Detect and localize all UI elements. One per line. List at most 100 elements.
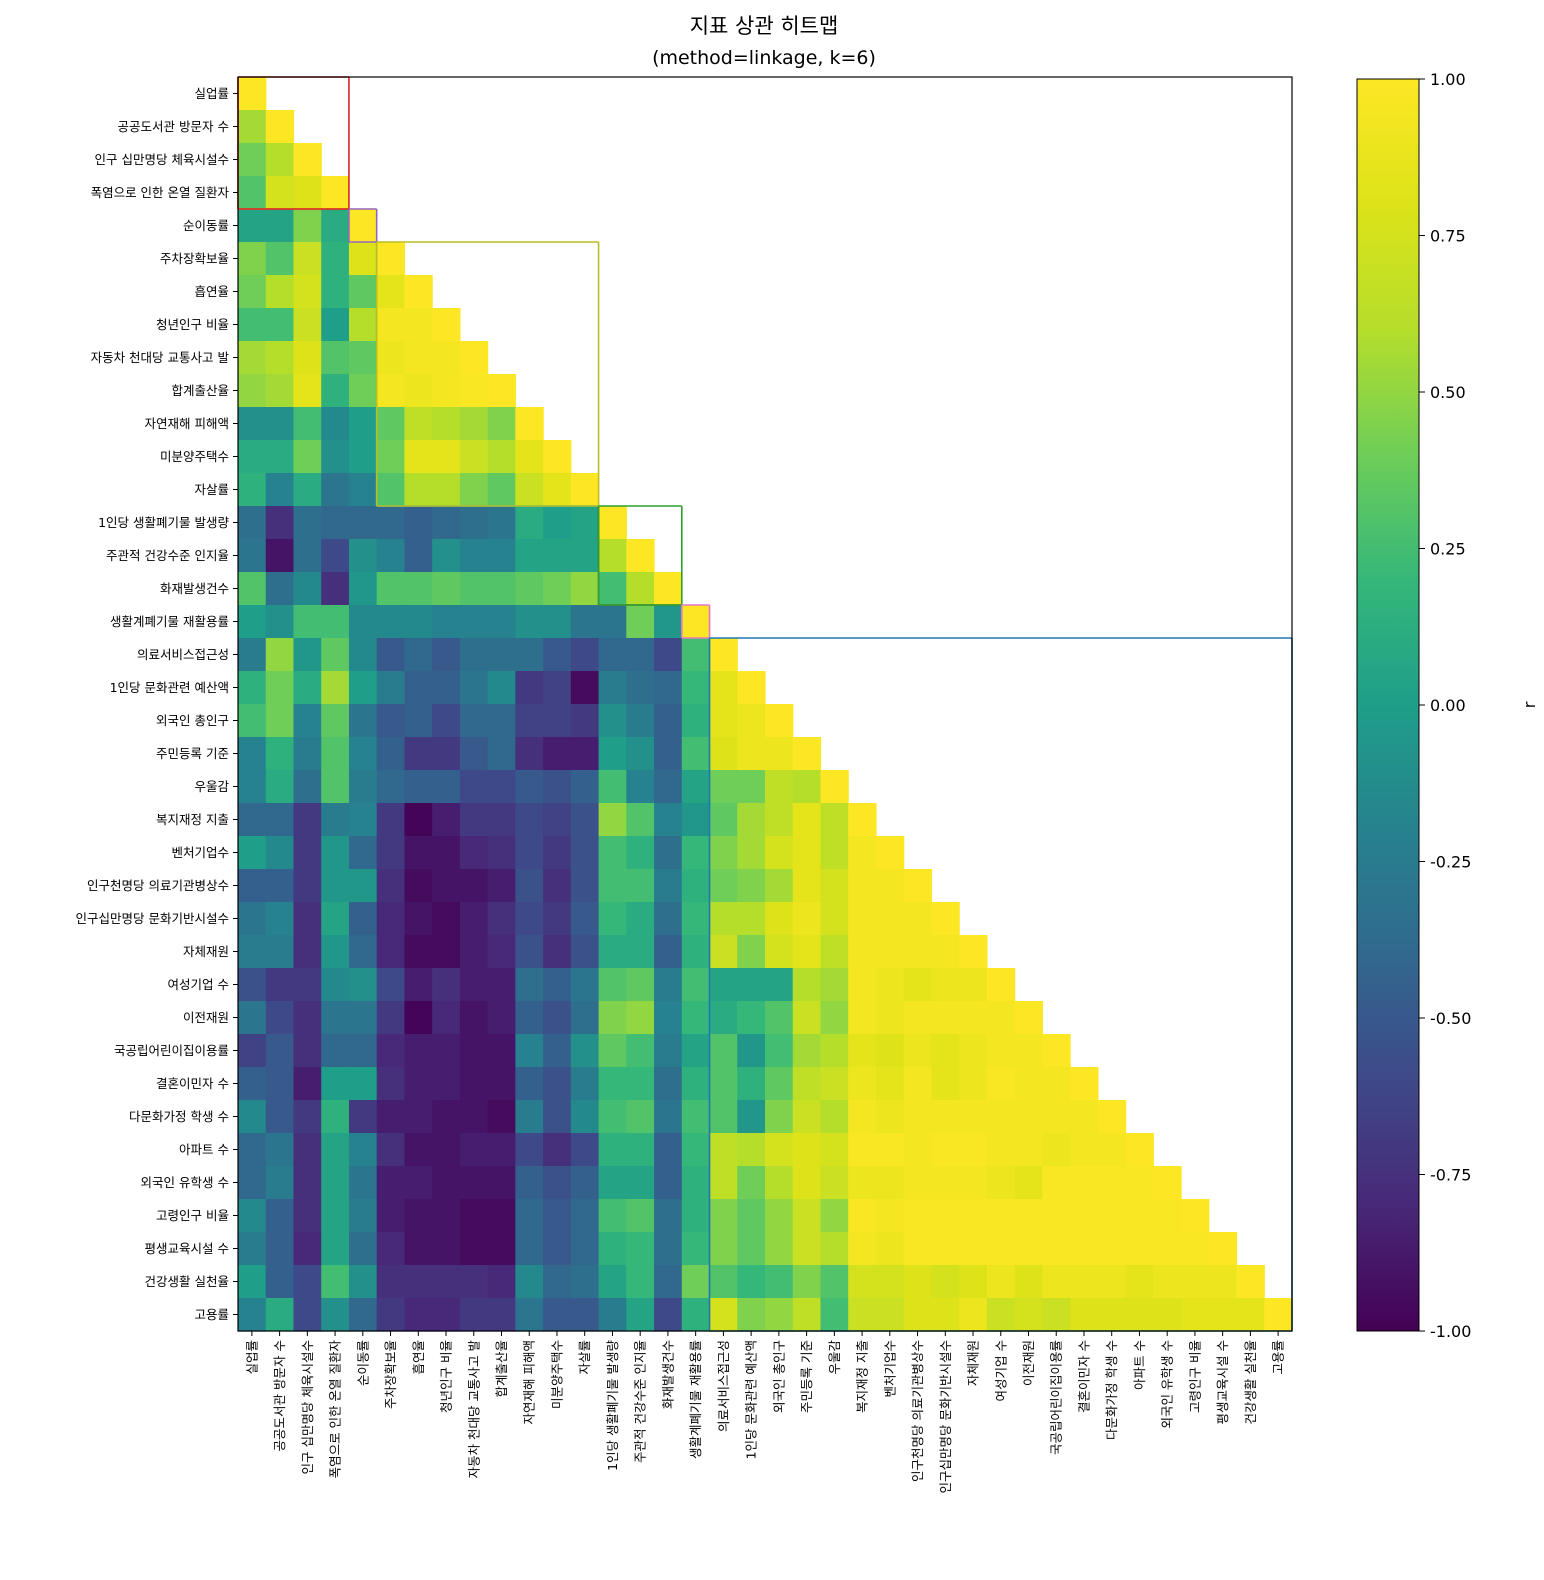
heatmap-cell xyxy=(459,374,489,408)
heatmap-cell xyxy=(376,605,406,639)
colorbar xyxy=(1356,78,1420,1332)
heatmap-cell xyxy=(654,1034,683,1068)
x-tick-label: 이전재원 xyxy=(1021,1340,1036,1386)
heatmap-cell xyxy=(681,836,711,870)
heatmap-cell xyxy=(570,935,600,969)
heatmap-cell xyxy=(1070,1100,1099,1134)
heatmap-cell xyxy=(293,1166,322,1200)
heatmap-cell xyxy=(709,770,738,804)
heatmap-cell xyxy=(376,440,406,474)
heatmap-cell xyxy=(321,407,350,441)
heatmap-cell xyxy=(404,704,433,738)
heatmap-cell xyxy=(238,1133,267,1167)
heatmap-cell xyxy=(875,836,905,870)
heatmap-cell xyxy=(404,671,433,705)
heatmap-cell xyxy=(681,671,711,705)
heatmap-cell xyxy=(598,1001,627,1035)
heatmap-cell xyxy=(1097,1298,1127,1332)
heatmap-cell xyxy=(487,638,516,672)
heatmap-cell xyxy=(570,572,600,606)
heatmap-cell xyxy=(792,935,822,969)
heatmap-cell xyxy=(515,671,544,705)
heatmap-cell xyxy=(1042,1067,1071,1101)
heatmap-cell xyxy=(293,836,322,870)
heatmap-cell xyxy=(626,704,655,738)
heatmap-cell xyxy=(820,1034,849,1068)
heatmap-cell xyxy=(404,638,433,672)
heatmap-cell xyxy=(654,869,683,903)
heatmap-cell xyxy=(848,869,877,903)
colorbar-tick-label: 1.00 xyxy=(1430,70,1466,89)
y-tick-label: 아파트 수 xyxy=(179,1142,229,1157)
heatmap-cell xyxy=(1014,1100,1043,1134)
heatmap-cell xyxy=(681,1001,711,1035)
heatmap-cell xyxy=(681,1100,711,1134)
heatmap-cell xyxy=(654,1067,683,1101)
heatmap-cell xyxy=(903,1265,933,1299)
heatmap-cell xyxy=(348,704,378,738)
heatmap-cell xyxy=(376,1265,406,1299)
heatmap-cell xyxy=(654,836,683,870)
heatmap-cell xyxy=(487,770,516,804)
heatmap-cell xyxy=(487,440,516,474)
heatmap-cell xyxy=(626,638,655,672)
colorbar-tick-label: 0.25 xyxy=(1430,540,1466,559)
heatmap-cell xyxy=(598,1199,627,1233)
x-tick-label: 결혼이민자 수 xyxy=(1076,1340,1091,1413)
heatmap-cell xyxy=(238,1265,267,1299)
heatmap-cell xyxy=(848,836,877,870)
heatmap-cell xyxy=(265,539,295,573)
heatmap-cell xyxy=(737,836,766,870)
heatmap-cell xyxy=(737,1199,766,1233)
heatmap-cell xyxy=(404,572,433,606)
heatmap-cell xyxy=(293,1232,322,1266)
heatmap-cell xyxy=(238,737,267,771)
colorbar-tick-label: -0.50 xyxy=(1430,1009,1471,1028)
heatmap-cell xyxy=(792,1265,822,1299)
heatmap-cell xyxy=(765,1100,794,1134)
heatmap-cell xyxy=(598,539,627,573)
heatmap-cell xyxy=(432,902,461,936)
heatmap-cell xyxy=(543,1199,572,1233)
heatmap-cell xyxy=(931,1298,960,1332)
x-tick-label: 실업률 xyxy=(244,1340,259,1375)
heatmap-cell xyxy=(404,605,433,639)
colorbar-ticks: 1.00 0.75 0.50 0.25 0.00 -0.25 -0.50 -0.75 -1.00 xyxy=(1419,70,1471,1341)
heatmap-cell xyxy=(792,770,822,804)
x-tick-label: 순이동률 xyxy=(355,1340,370,1386)
heatmap-cell xyxy=(265,836,295,870)
heatmap-cell xyxy=(543,704,572,738)
heatmap-cell xyxy=(681,1298,711,1332)
heatmap-cell xyxy=(626,1232,655,1266)
heatmap-cell xyxy=(238,902,267,936)
heatmap-cell xyxy=(681,1232,711,1266)
heatmap-cell xyxy=(515,737,544,771)
heatmap-cell xyxy=(626,539,655,573)
y-tick-label: 주민등록 기준 xyxy=(156,746,229,761)
heatmap-cell xyxy=(238,506,267,540)
heatmap-cell xyxy=(654,1001,683,1035)
heatmap-cell xyxy=(293,770,322,804)
heatmap-cell xyxy=(515,770,544,804)
heatmap-cell xyxy=(376,539,406,573)
heatmap-cell xyxy=(348,506,378,540)
heatmap-cell xyxy=(432,968,461,1002)
heatmap-cell xyxy=(321,209,350,243)
heatmap-cell xyxy=(681,737,711,771)
heatmap-cell xyxy=(432,671,461,705)
heatmap-cell xyxy=(293,209,322,243)
heatmap-cell xyxy=(238,869,267,903)
heatmap-cell xyxy=(432,1133,461,1167)
heatmap-cell xyxy=(404,539,433,573)
colorbar-tick-label: 0.50 xyxy=(1430,383,1466,402)
heatmap-cell xyxy=(986,1100,1016,1134)
heatmap-cell xyxy=(487,1067,516,1101)
heatmap-cell xyxy=(959,1001,988,1035)
heatmap-cell xyxy=(598,869,627,903)
heatmap-cell xyxy=(515,539,544,573)
heatmap-cell xyxy=(265,374,295,408)
heatmap-cell xyxy=(376,968,406,1002)
heatmap-cell xyxy=(543,1265,572,1299)
heatmap-cell xyxy=(432,737,461,771)
heatmap-cell xyxy=(959,968,988,1002)
